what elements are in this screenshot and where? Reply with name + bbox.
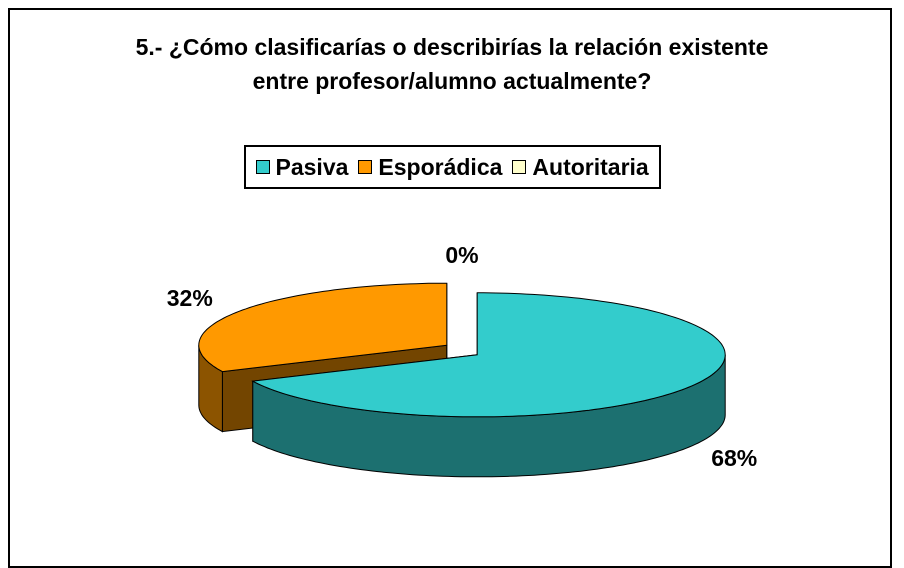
page: {"chart_data": {"type": "pie", "title": … [8,8,892,568]
slice [251,292,726,418]
legend-swatch [512,160,527,174]
legend-label: Esporádica [378,153,503,180]
slice [198,282,448,373]
data-label: 68% [711,445,757,471]
chart: 68% 32% 0% [167,242,757,478]
data-label: 32% [167,285,213,311]
chart-title: 5.- ¿Cómo clasificarías o describirías l… [135,34,769,94]
data-label: 0% [445,242,478,268]
legend: Pasiva Esporádica Autoritaria [243,145,661,189]
legend-item: Autoritaria [512,153,649,181]
legend-label: Pasiva [275,153,349,180]
legend-swatch [358,160,373,174]
legend-item: Pasiva [255,153,349,181]
legend-item: Esporádica [358,154,502,181]
legend-swatch [255,160,270,174]
legend-label: Autoritaria [532,153,649,180]
